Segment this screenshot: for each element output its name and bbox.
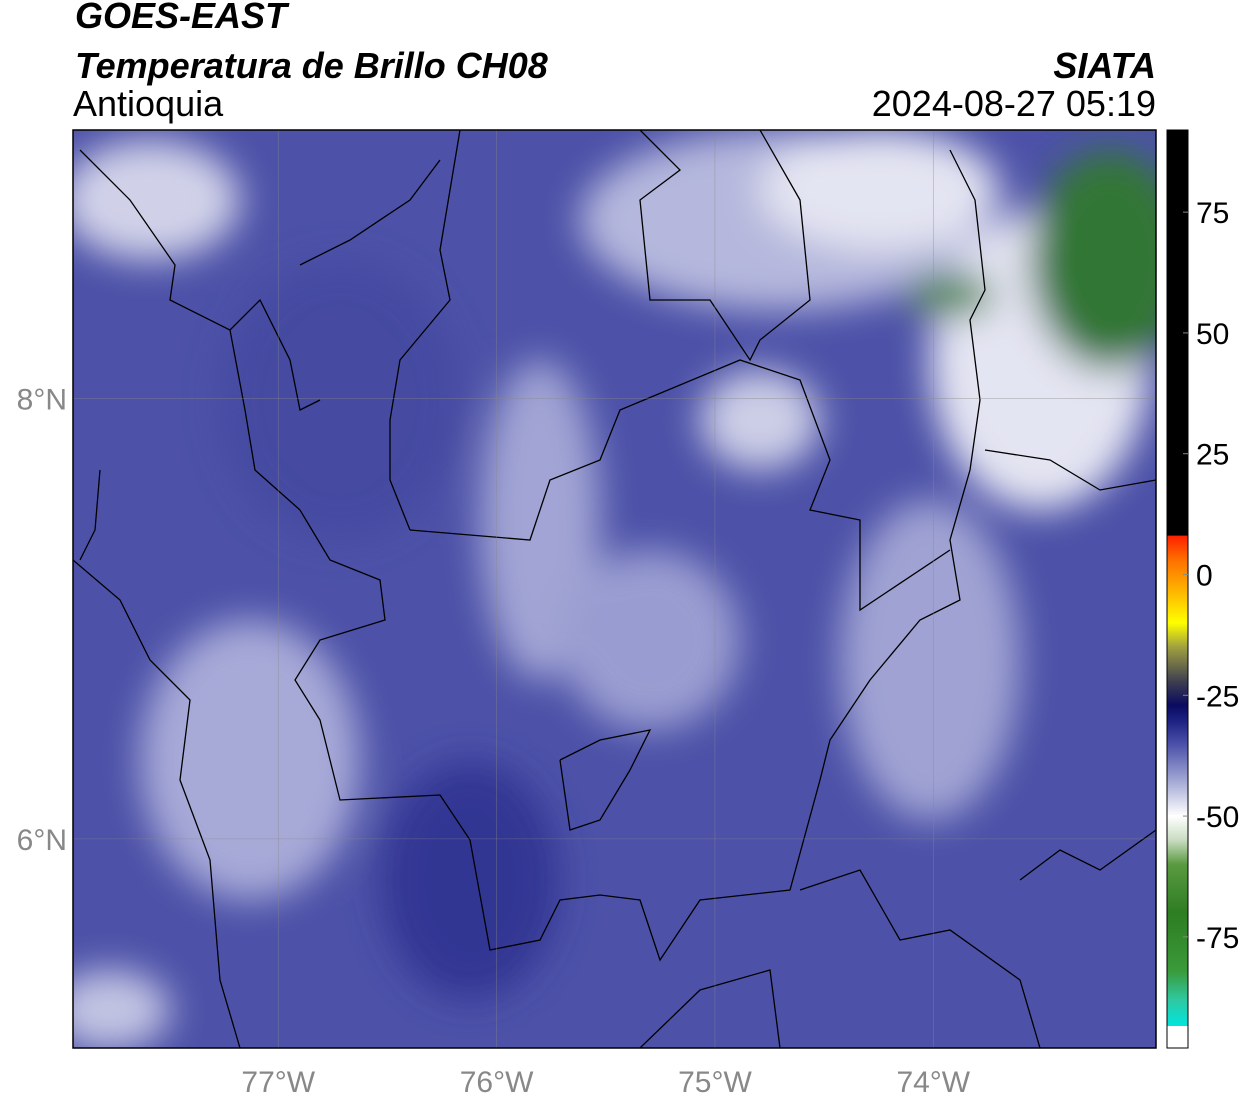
colorbar-tick-label: 0 bbox=[1196, 560, 1213, 593]
agency: SIATA bbox=[1053, 45, 1156, 86]
region: Antioquia bbox=[73, 83, 224, 124]
colorbar-tick-label: -50 bbox=[1196, 801, 1239, 834]
x-tick-label: 75°W bbox=[678, 1066, 752, 1099]
colorbar-tick-label: 25 bbox=[1196, 439, 1229, 472]
subtitle: Temperatura de Brillo CH08 bbox=[75, 45, 548, 86]
map-image bbox=[73, 130, 1156, 1048]
colorbar: 75 50 25 0 -25 -50 -75 bbox=[1166, 129, 1239, 1049]
y-tick-label: 6°N bbox=[17, 824, 67, 857]
map-frame bbox=[72, 129, 1157, 1049]
colorbar-tick-label: -75 bbox=[1196, 922, 1239, 955]
colorbar-tick-label: -25 bbox=[1196, 680, 1239, 713]
colorbar-tick-label: 50 bbox=[1196, 318, 1229, 351]
x-tick-label: 74°W bbox=[896, 1066, 970, 1099]
x-tick-label: 76°W bbox=[460, 1066, 534, 1099]
x-tick-label: 77°W bbox=[241, 1066, 315, 1099]
graticule bbox=[73, 130, 1156, 1048]
datetime: 2024-08-27 05:19 bbox=[872, 83, 1156, 124]
colorbar-fill bbox=[1166, 129, 1189, 1049]
title: GOES-EAST bbox=[75, 0, 290, 36]
y-tick-label: 8°N bbox=[17, 384, 67, 417]
colorbar-tick-label: 75 bbox=[1196, 197, 1229, 230]
